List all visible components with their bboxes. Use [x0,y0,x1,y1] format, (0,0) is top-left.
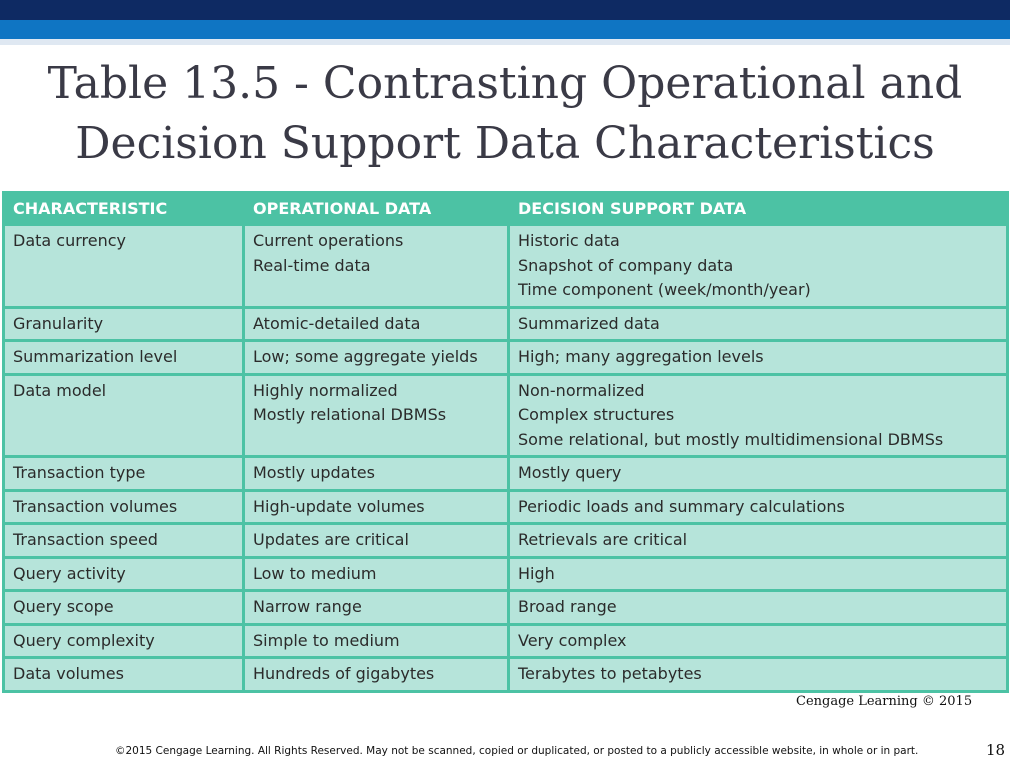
slide-title-line-2: Decision Support Data Characteristics [75,118,935,169]
cell-decision-support: Terabytes to petabytes [507,656,1009,693]
cell-operational: Mostly updates [242,455,510,492]
cell-operational: Simple to medium [242,622,510,659]
table-row: Granularity Atomic-detailed data Summarize… [2,305,1009,342]
cell-text: Updates are critical [253,530,409,549]
cell-text: Query complexity [13,630,155,650]
cell-text: Transaction type [13,463,146,482]
cell-text: High-update volumes [253,496,425,516]
cell-operational: Low to medium [242,555,510,592]
cell-text: Data model [13,380,107,400]
header-band-dark [0,0,1010,20]
cell-text: Transaction speed [13,530,158,549]
cell-text: Mostly updates [253,463,375,482]
cell-text: Highly normalized [253,380,398,400]
cell-decision-support: Retrievals are critical [507,522,1009,559]
cell-text: High [518,563,555,583]
cell-text: Query activity [13,563,126,583]
cell-text: High; many aggregation levels [518,347,764,366]
cell-text: Snapshot of company data [518,255,734,275]
cell-text: Complex structures [518,405,675,424]
cell-characteristic: Data volumes [2,656,245,693]
image-credit: Cengage Learning © 2015 [796,694,973,709]
cell-decision-support: Summarized data [507,305,1009,342]
cell-characteristic: Granularity [2,305,245,342]
header-band-blue [0,20,1010,39]
table-row: Transaction type Mostly updates Mostly que… [2,455,1009,492]
cell-text: Simple to medium [253,630,400,650]
cell-characteristic: Query scope [2,589,245,626]
cell-text: Transaction volumes [13,496,178,516]
cell-operational: Narrow range [242,589,510,626]
cell-decision-support: Non-normalized Complex structures Some rel… [507,372,1009,458]
table-row: Data model Highly normalized Mostly relati… [2,372,1009,458]
cell-text: Summarization level [13,347,178,366]
cell-decision-support: Mostly query [507,455,1009,492]
column-header-decision-support-data: DECISION SUPPORT DATA [507,191,1009,226]
comparison-table: CHARACTERISTIC OPERATIONAL DATA DECISION… [2,191,1009,693]
cell-text: Low to medium [253,563,377,583]
cell-decision-support: Broad range [507,589,1009,626]
cell-text: Summarized data [518,313,660,333]
cell-text: Narrow range [253,597,362,616]
cell-decision-support: Very complex [507,622,1009,659]
cell-operational: Current operations Real-time data [242,223,510,309]
cell-characteristic: Query activity [2,555,245,592]
cell-characteristic: Query complexity [2,622,245,659]
copyright-footer: ©2015 Cengage Learning. All Rights Reser… [115,745,919,757]
table-row: Summarization level Low; some aggregate y… [2,339,1009,376]
cell-text: Time component (week/month/year) [518,280,811,299]
cell-text: Mostly query [518,463,622,482]
cell-text: Granularity [13,313,104,333]
cell-text: Real-time data [253,255,371,275]
cell-operational: Atomic-detailed data [242,305,510,342]
cell-text: Current operations [253,231,404,250]
table-row: Transaction volumes High-update volumes Pe… [2,488,1009,525]
cell-text: Hundreds of gigabytes [253,664,435,683]
page-number: 18 [986,741,1006,759]
cell-text: Query scope [13,597,114,616]
cell-operational: High-update volumes [242,488,510,525]
cell-text: Mostly relational DBMSs [253,405,447,424]
cell-characteristic: Summarization level [2,339,245,376]
cell-characteristic: Transaction volumes [2,488,245,525]
table-row: Query complexity Simple to medium Very com… [2,622,1009,659]
cell-text: Non-normalized [518,380,645,400]
cell-text: Periodic loads and summary calculations [518,496,845,516]
cell-text: Data volumes [13,664,124,683]
cell-decision-support: High [507,555,1009,592]
cell-text: Broad range [518,597,617,616]
table-row: Query activity Low to medium High [2,555,1009,592]
cell-characteristic: Data model [2,372,245,458]
cell-decision-support: Periodic loads and summary calculations [507,488,1009,525]
table-header-row: CHARACTERISTIC OPERATIONAL DATA DECISION… [2,191,1009,226]
cell-decision-support: High; many aggregation levels [507,339,1009,376]
header-band-light [0,39,1010,45]
cell-operational: Updates are critical [242,522,510,559]
table-row: Data volumes Hundreds of gigabytes Terabyt… [2,656,1009,693]
column-header-characteristic: CHARACTERISTIC [2,191,245,226]
slide-title-line-1: Table 13.5 - Contrasting Operational and [47,58,963,109]
table-row: Transaction speed Updates are critical Ret… [2,522,1009,559]
column-header-operational-data: OPERATIONAL DATA [242,191,510,226]
cell-operational: Highly normalized Mostly relational DBMSs [242,372,510,458]
cell-operational: Hundreds of gigabytes [242,656,510,693]
cell-text: Historic data [518,231,620,250]
table-row: Data currency Current operations Real-time… [2,223,1009,309]
cell-text: Data currency [13,231,126,250]
cell-text: Atomic-detailed data [253,313,421,333]
cell-text: Very complex [518,630,627,650]
cell-text: Terabytes to petabytes [518,664,702,683]
cell-characteristic: Transaction type [2,455,245,492]
cell-operational: Low; some aggregate yields [242,339,510,376]
cell-text: Retrievals are critical [518,530,688,549]
cell-characteristic: Transaction speed [2,522,245,559]
cell-text: Low; some aggregate yields [253,347,478,366]
cell-decision-support: Historic data Snapshot of company data Tim… [507,223,1009,309]
cell-text: Some relational, but mostly multidimensi… [518,429,944,449]
table-row: Query scope Narrow range Broad range [2,589,1009,626]
slide-title: Table 13.5 - Contrasting Operational and… [0,54,1010,174]
cell-characteristic: Data currency [2,223,245,309]
